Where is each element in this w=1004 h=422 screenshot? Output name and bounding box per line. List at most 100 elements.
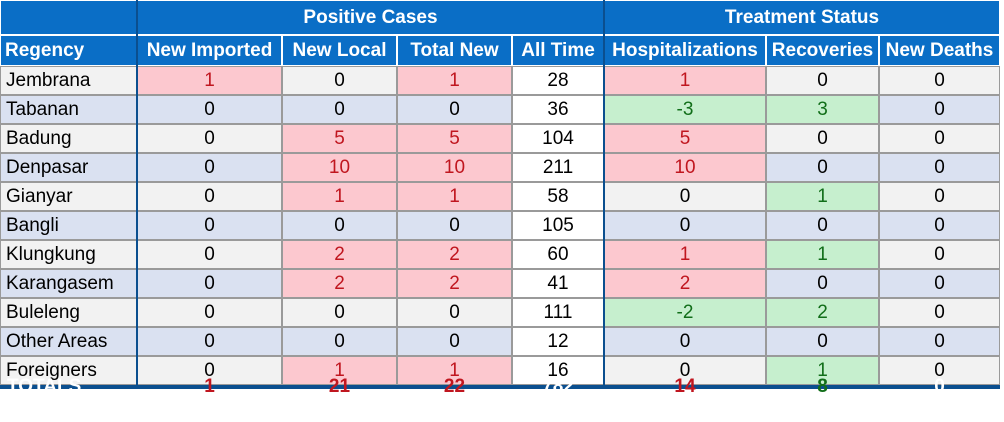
regency-name-cell: Buleleng: [0, 298, 137, 327]
recoveries-cell: 1: [766, 356, 879, 385]
recoveries-cell: 0: [766, 211, 879, 240]
new-imported-cell: 0: [137, 240, 282, 269]
new-imported-cell: 0: [137, 298, 282, 327]
recoveries-cell: 1: [766, 182, 879, 211]
total-new-cell: 0: [397, 95, 512, 124]
total-new-cell: 1: [397, 66, 512, 95]
regency-name-cell: Bangli: [0, 211, 137, 240]
new-local-cell: 2: [282, 269, 397, 298]
total-new-cell: 0: [397, 327, 512, 356]
recoveries-cell: 0: [766, 124, 879, 153]
new-imported-cell: 0: [137, 153, 282, 182]
group-separator: [136, 0, 138, 387]
recoveries-cell: 0: [766, 327, 879, 356]
recoveries-cell: 0: [766, 269, 879, 298]
recoveries-cell: 1: [766, 240, 879, 269]
regency-name-cell: Klungkung: [0, 240, 137, 269]
new-imported-cell: 1: [137, 66, 282, 95]
new-local-cell: 0: [282, 327, 397, 356]
total-new-cell: 2: [397, 269, 512, 298]
recoveries-cell: 3: [766, 95, 879, 124]
total-new-cell: 10: [397, 153, 512, 182]
all-time-cell: 41: [512, 269, 604, 298]
new-deaths-cell: 0: [879, 124, 1000, 153]
new-local-cell: 0: [282, 211, 397, 240]
column-header-recoveries: Recoveries: [766, 35, 879, 66]
totals-label: TOTALS: [0, 376, 137, 397]
hospitalizations-cell: 0: [604, 327, 766, 356]
all-time-cell: 12: [512, 327, 604, 356]
hospitalizations-cell: 5: [604, 124, 766, 153]
total-new-local-cell: 21: [282, 376, 397, 397]
all-time-cell: 211: [512, 153, 604, 182]
all-time-cell: 60: [512, 240, 604, 269]
new-local-cell: 5: [282, 124, 397, 153]
new-deaths-cell: 0: [879, 211, 1000, 240]
regency-name-cell: Karangasem: [0, 269, 137, 298]
new-deaths-cell: 0: [879, 153, 1000, 182]
all-time-cell: 28: [512, 66, 604, 95]
header-corner: [0, 0, 137, 35]
total-new-imported-cell: 1: [137, 376, 282, 397]
hospitalizations-cell: 10: [604, 153, 766, 182]
column-header-new-imported: New Imported: [137, 35, 282, 66]
new-deaths-cell: 0: [879, 66, 1000, 95]
new-imported-cell: 0: [137, 124, 282, 153]
new-local-cell: 0: [282, 95, 397, 124]
total-total-new-cell: 22: [397, 376, 512, 397]
group-header-treatment-status: Treatment Status: [604, 0, 1000, 35]
total-new-cell: 2: [397, 240, 512, 269]
hospitalizations-cell: 0: [604, 182, 766, 211]
regency-name-cell: Badung: [0, 124, 137, 153]
hospitalizations-cell: 1: [604, 66, 766, 95]
new-local-cell: 1: [282, 356, 397, 385]
total-new-deaths-cell: 0: [879, 376, 1000, 397]
total-new-cell: 0: [397, 298, 512, 327]
group-separator: [603, 0, 605, 387]
all-time-cell: 111: [512, 298, 604, 327]
new-deaths-cell: 0: [879, 356, 1000, 385]
hospitalizations-cell: 0: [604, 211, 766, 240]
hospitalizations-cell: -3: [604, 95, 766, 124]
hospitalizations-cell: 2: [604, 269, 766, 298]
new-local-cell: 2: [282, 240, 397, 269]
new-imported-cell: 0: [137, 211, 282, 240]
new-imported-cell: 0: [137, 95, 282, 124]
all-time-cell: 16: [512, 356, 604, 385]
new-deaths-cell: 0: [879, 95, 1000, 124]
hospitalizations-cell: 1: [604, 240, 766, 269]
column-header-regency: Regency: [0, 35, 137, 66]
column-header-new-deaths: New Deaths: [879, 35, 1000, 66]
total-all-time-cell: 782: [512, 376, 604, 397]
new-local-cell: 0: [282, 298, 397, 327]
regency-name-cell: Other Areas: [0, 327, 137, 356]
regency-name-cell: Jembrana: [0, 66, 137, 95]
hospitalizations-cell: -2: [604, 298, 766, 327]
regency-name-cell: Denpasar: [0, 153, 137, 182]
total-new-cell: 5: [397, 124, 512, 153]
recoveries-cell: 2: [766, 298, 879, 327]
new-local-cell: 1: [282, 182, 397, 211]
regency-name-cell: Gianyar: [0, 182, 137, 211]
recoveries-cell: 0: [766, 66, 879, 95]
all-time-cell: 36: [512, 95, 604, 124]
new-imported-cell: 0: [137, 356, 282, 385]
regency-name-cell: Tabanan: [0, 95, 137, 124]
new-deaths-cell: 0: [879, 182, 1000, 211]
all-time-cell: 104: [512, 124, 604, 153]
regency-name-cell: Foreigners: [0, 356, 137, 385]
column-header-hospitalizations: Hospitalizations: [604, 35, 766, 66]
all-time-cell: 105: [512, 211, 604, 240]
hospitalizations-cell: 0: [604, 356, 766, 385]
new-imported-cell: 0: [137, 182, 282, 211]
new-deaths-cell: 0: [879, 269, 1000, 298]
new-deaths-cell: 0: [879, 240, 1000, 269]
new-local-cell: 10: [282, 153, 397, 182]
column-header-all-time: All Time: [512, 35, 604, 66]
column-header-total-new: Total New: [397, 35, 512, 66]
total-recoveries-cell: 8: [766, 376, 879, 397]
new-deaths-cell: 0: [879, 327, 1000, 356]
column-header-new-local: New Local: [282, 35, 397, 66]
total-new-cell: 1: [397, 182, 512, 211]
new-local-cell: 0: [282, 66, 397, 95]
